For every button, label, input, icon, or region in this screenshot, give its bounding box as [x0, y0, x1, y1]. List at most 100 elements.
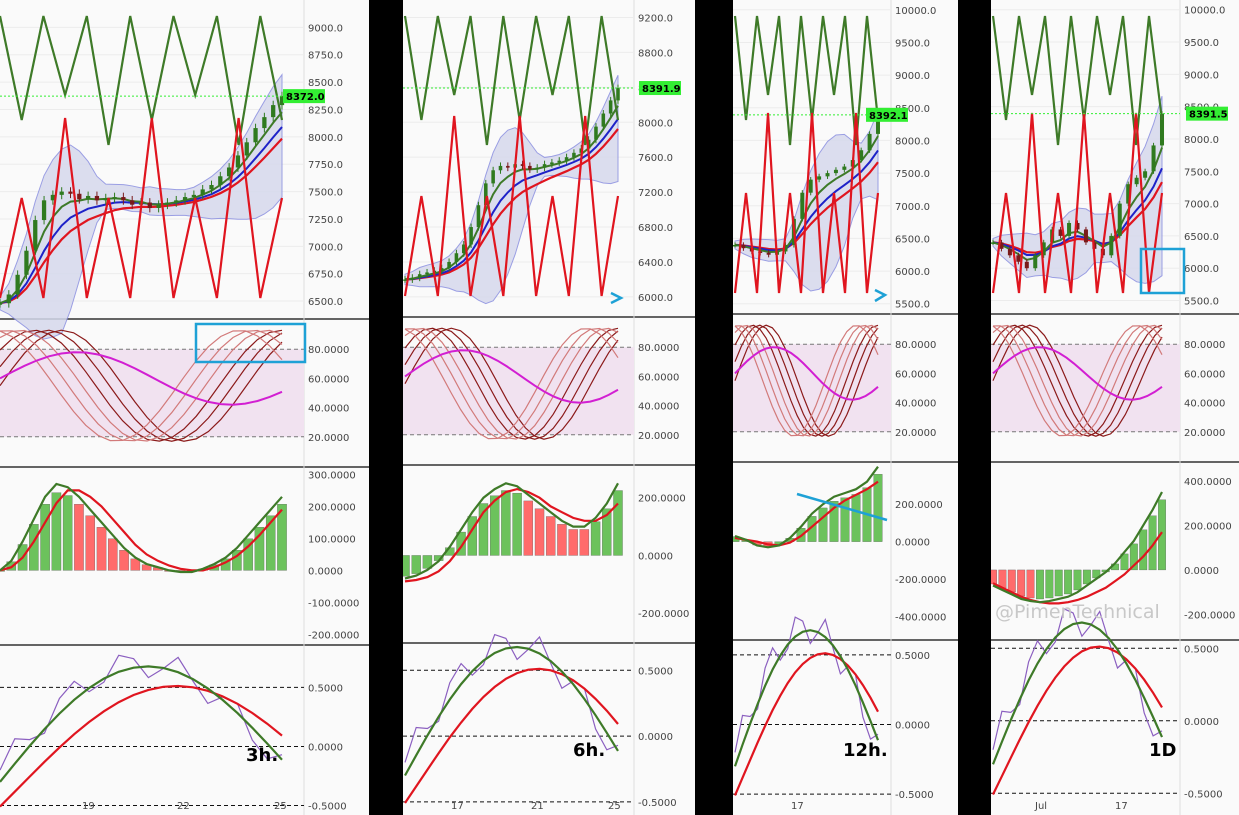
stoch-line [0, 329, 283, 442]
candle-body [94, 195, 100, 201]
osc-fast-line [0, 654, 283, 771]
stoch-tick-label: 40.0000 [308, 404, 349, 415]
candle-body [741, 244, 746, 249]
chart-12h-svg: 10000.0 9500.0 9000.0 8500.0 8000.0 7500.0 700… [733, 0, 958, 815]
macd-histogram-bar [277, 504, 287, 571]
macd-histogram-bar [1139, 529, 1148, 571]
price-tick-label: 8000.0 [895, 136, 930, 147]
osc-signal-line [0, 684, 283, 808]
candle-body [520, 164, 525, 166]
candle-body [766, 252, 771, 255]
signal-line-green [0, 15, 284, 146]
candle-body [491, 170, 495, 184]
stoch-tick-label: 20.0000 [638, 431, 679, 442]
watermark-text: @PimenTechnical [995, 601, 1160, 623]
macd-histogram-bar [1158, 499, 1166, 571]
candle-body [33, 220, 38, 251]
x-tick-label: 21 [531, 801, 544, 812]
price-tick-label: 7200.0 [638, 188, 673, 199]
rsi-line [734, 346, 879, 401]
x-tick-label: 17 [451, 801, 464, 812]
candle-body [1083, 229, 1088, 243]
price-tick-label: 9000.0 [1184, 70, 1219, 81]
macd-histogram-bar [523, 500, 533, 556]
price-tick-label: 6500.0 [308, 297, 343, 308]
macd-histogram-bar [873, 474, 883, 542]
macd-histogram-bar [456, 531, 466, 556]
macd-tick-label: 0.0000 [638, 551, 673, 562]
candle-body [783, 244, 788, 252]
candle-body [403, 279, 407, 281]
macd-tick-label: 200.0000 [1184, 521, 1232, 532]
stoch-tick-label: 60.0000 [638, 372, 679, 383]
candle-body [1016, 255, 1021, 262]
candle-body [733, 244, 737, 247]
candle-body [616, 88, 620, 101]
candle-body [0, 303, 3, 305]
stoch-tick-label: 20.0000 [895, 428, 936, 439]
macd-histogram-bar [0, 570, 5, 572]
macd-line [992, 491, 1163, 604]
candle-body [1159, 113, 1165, 146]
candle-body [991, 242, 996, 244]
candle-body [156, 204, 161, 208]
rsi-line [0, 351, 283, 406]
candle-body [528, 165, 532, 170]
macd-signal-line [734, 480, 879, 547]
x-tick-label: Jul [1034, 801, 1047, 812]
price-tick-label: 8750.0 [308, 51, 343, 62]
stoch-tick-label: 80.0000 [308, 345, 349, 356]
chart-panel-3h: 9000.0 8750.0 8500.0 8250.0 8000.0 7750.0 7500… [0, 0, 369, 815]
x-tick-label: 19 [82, 801, 95, 812]
macd-histogram-bar [130, 558, 141, 571]
candle-body [77, 193, 82, 200]
candle-body [191, 194, 197, 198]
stoch-tick-label: 80.0000 [638, 343, 679, 354]
stoch-line [734, 324, 879, 437]
macd-histogram-bar [579, 529, 590, 556]
candle-body [68, 191, 73, 194]
price-tick-label: 10000.0 [1184, 6, 1225, 17]
macd-tick-label: -100.0000 [308, 598, 359, 609]
price-tick-label: 8000.0 [308, 133, 343, 144]
macd-histogram-bar [1064, 569, 1073, 595]
stoch-line [0, 329, 283, 442]
stoch-line [404, 327, 619, 440]
candle-body [1041, 242, 1046, 256]
stoch-tick-label: 60.0000 [308, 374, 349, 385]
macd-signal-line [0, 489, 283, 572]
macd-histogram-bar [851, 494, 861, 542]
macd-histogram-bar [119, 550, 129, 571]
macd-tick-label: 200.0000 [308, 502, 356, 513]
stoch-tick-label: 60.0000 [1184, 369, 1225, 380]
candle-body [1024, 261, 1029, 269]
candle-body [226, 167, 232, 177]
stoch-line [0, 329, 283, 442]
current-price-tag [1186, 106, 1228, 121]
candle-body [271, 105, 276, 118]
macd-histogram-bar [546, 516, 556, 556]
macd-line [0, 482, 283, 574]
macd-histogram-bar [254, 527, 265, 571]
candle-body [50, 194, 56, 201]
candle-body [594, 126, 598, 140]
timeframe-label: 1D [1149, 740, 1177, 761]
price-tick-label: 10000.0 [895, 6, 936, 17]
candle-body [800, 192, 805, 219]
macd-tick-label: 100.0000 [308, 534, 356, 545]
x-tick-label: 25 [274, 801, 287, 812]
candle-body [608, 100, 613, 114]
macd-histogram-bar [1082, 569, 1091, 585]
candle-body [112, 197, 117, 199]
price-tick-label: 6000.0 [895, 267, 930, 278]
candle-body [209, 185, 214, 190]
macd-histogram-bar [1017, 569, 1026, 597]
macd-histogram-bar [1045, 569, 1054, 599]
highlight-box [1139, 247, 1186, 295]
osc-tick-label: 0.5000 [638, 666, 673, 677]
osc-tick-label: -0.5000 [895, 790, 934, 801]
macd-histogram-bar [265, 515, 276, 571]
current-price-value: 8391.9 [642, 84, 681, 95]
price-tick-label: 6000.0 [638, 293, 673, 304]
stoch-tick-label: 20.0000 [308, 433, 349, 444]
